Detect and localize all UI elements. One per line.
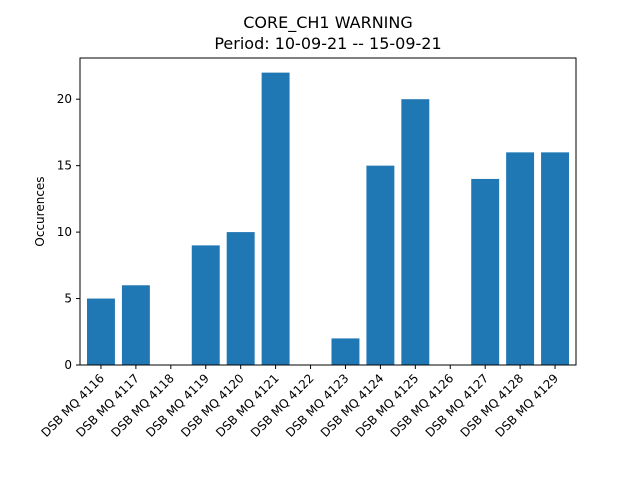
y-tick-label: 10 [57,225,72,239]
bar-dsb-mq-4120 [226,232,255,365]
bar-dsb-mq-4116 [86,298,115,365]
plot-frame [79,57,577,366]
bar-dsb-mq-4127 [471,178,500,365]
bar-dsb-mq-4123 [331,338,360,365]
x-tick-label: DSB MQ 4129 [493,371,562,440]
bar-dsb-mq-4129 [541,152,570,365]
y-tick-label: 20 [57,92,72,106]
y-tick-label: 0 [64,358,72,372]
y-axis-label: Occurences [33,176,47,246]
chart-subtitle: Period: 10-09-21 -- 15-09-21 [214,34,441,53]
y-axis: 0 5 10 15 20 [57,92,80,372]
bars-layer [86,72,570,366]
chart-title: CORE_CH1 WARNING [243,13,413,33]
bar-dsb-mq-4119 [191,245,220,365]
y-tick-label: 15 [57,159,72,173]
bar-dsb-mq-4121 [261,72,290,366]
y-tick-label: 5 [64,292,72,306]
bar-dsb-mq-4125 [401,99,430,365]
bar-dsb-mq-4128 [506,152,535,365]
bar-dsb-mq-4117 [121,285,150,365]
bar-dsb-mq-4124 [366,165,395,365]
